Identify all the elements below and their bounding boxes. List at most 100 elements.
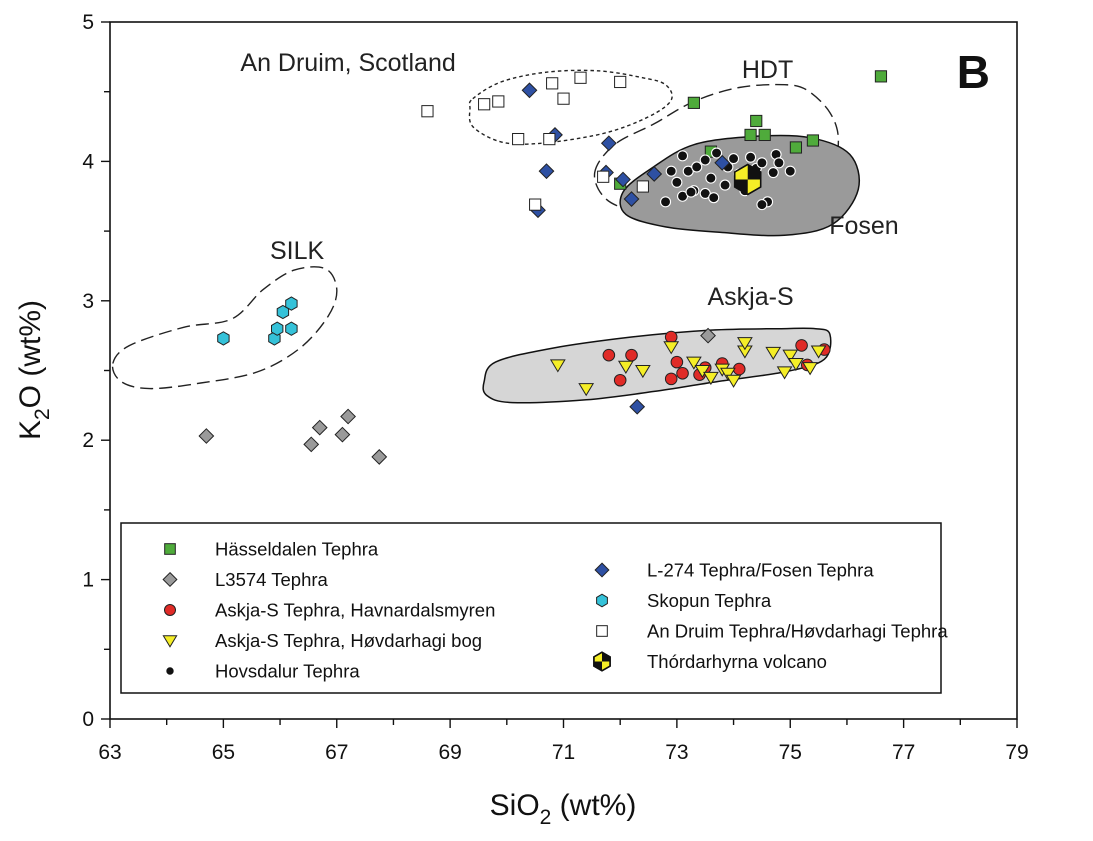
legend-marker-hovsdalur-tephra	[165, 666, 175, 676]
an-druim-tephra-hovdarhagi-tephra-point-7	[546, 77, 559, 90]
legend-marker-askja-s-tephra-hovdarhagi-bog	[162, 635, 178, 648]
legend: Hässeldalen Tephra L3574 Tephra Askja-S Te…	[120, 522, 948, 694]
y-axis-title-rest: O (wt%)	[14, 300, 47, 408]
askja-s-tephra-havnardalsmyren-point-12	[795, 339, 808, 352]
l-274-tephra-fosen-tephra-point-9	[646, 166, 663, 182]
annotations: An Druim, Scotland HDT SILK Fosen Askja-S	[240, 49, 898, 311]
annotation-hdt: HDT	[742, 56, 793, 84]
legend-label-l3574-tephra: L3574 Tephra	[215, 569, 329, 590]
askja-s-tephra-hovdarhagi-bog-point-18	[802, 362, 818, 376]
legend-label-skopun-tephra: Skopun Tephra	[647, 590, 772, 611]
legend-label-an-druim-tephra-hovdarhagi-tephra: An Druim Tephra/Høvdarhagi Tephra	[647, 621, 948, 642]
legend-box	[120, 522, 942, 694]
y-axis-title: K2O (wt%)	[14, 300, 54, 440]
hovsdalur-tephra-point-28	[685, 186, 697, 198]
panel-label: B	[957, 46, 990, 98]
hovsdalur-tephra-point-8	[691, 161, 703, 173]
hovsdalur-tephra-point-2	[665, 165, 677, 177]
hovsdalur-tephra-point-16	[728, 153, 740, 165]
hovsdalur-tephra-point-25	[773, 157, 785, 169]
askja-s-tephra-hovdarhagi-bog-point-13	[737, 337, 753, 351]
hasseldalen-tephra-point-2	[687, 96, 700, 109]
annotation-an-druim: An Druim, Scotland	[240, 49, 455, 77]
l-274-tephra-fosen-tephra-point-1	[521, 82, 538, 99]
askja-s-tephra-hovdarhagi-bog-point-17	[788, 357, 804, 372]
series-hovsdalur-tephra	[659, 147, 796, 211]
data-points	[198, 70, 888, 465]
an-druim-tephra-hovdarhagi-tephra-point-3	[492, 95, 505, 108]
l-274-tephra-fosen-tephra-point-10	[714, 154, 731, 171]
hovsdalur-tephra-point-3	[671, 176, 683, 188]
x-axis-title-rest: (wt%)	[551, 789, 636, 822]
series-askja-s-tephra-hovdarhagi-bog	[549, 337, 827, 397]
hovsdalur-tephra-point-21	[756, 157, 768, 169]
askja-s-tephra-hovdarhagi-bog-point-15	[776, 366, 793, 380]
an-druim-tephra-hovdarhagi-tephra-point-11	[614, 75, 627, 89]
y-tick-label: 3	[82, 290, 94, 313]
askja-s-tephra-hovdarhagi-bog-point-4	[634, 364, 651, 379]
silk-envelope-region	[111, 266, 338, 390]
x-tick-label: 69	[438, 741, 461, 764]
askja-s-tephra-havnardalsmyren-point-3	[625, 348, 638, 362]
x-tick-label: 67	[325, 741, 348, 764]
x-tick-label: 63	[98, 741, 121, 764]
askja-s-tephra-havnardalsmyren-point-4	[664, 330, 678, 344]
y-tick-label: 0	[82, 708, 94, 731]
an-druim-tephra-hovdarhagi-tephra-point-10	[597, 170, 610, 183]
hovsdalur-tephra-point-11	[705, 172, 717, 184]
x-tick-label: 71	[552, 741, 575, 764]
hovsdalur-tephra-point-19	[745, 151, 757, 163]
hasseldalen-tephra-point-6	[758, 128, 771, 142]
legend-label-l-274-tephra-fosen-tephra: L-274 Tephra/Fosen Tephra	[647, 560, 874, 581]
series-l-274-tephra-fosen-tephra	[521, 82, 731, 415]
axes: 63 65 67 69 71 73 75 77 79 0 1 2 3 4 5	[82, 11, 1028, 764]
annotation-fosen: Fosen	[829, 212, 898, 240]
an-druim-tephra-hovdarhagi-tephra-point-9	[574, 71, 587, 84]
skopun-tephra-point-3	[271, 321, 284, 336]
askja-s-tephra-havnardalsmyren-point-6	[670, 355, 684, 369]
an-druim-envelope-region	[468, 69, 673, 145]
y-axis-title-main: K	[14, 420, 47, 440]
skopun-tephra-point-6	[285, 321, 298, 336]
hasseldalen-tephra-point-9	[874, 70, 888, 83]
l-274-tephra-fosen-tephra-point-11	[629, 398, 646, 415]
l-274-tephra-fosen-tephra-point-3	[538, 163, 555, 180]
legend-label-hasseldalen-tephra: Hässeldalen Tephra	[215, 539, 379, 560]
askja-s-tephra-hovdarhagi-bog-point-19	[810, 345, 827, 359]
hovsdalur-tephra-point-23	[767, 167, 779, 179]
annotation-silk: SILK	[270, 237, 325, 265]
hasseldalen-tephra-point-4	[744, 128, 757, 142]
askja-s-tephra-havnardalsmyren-point-11	[732, 362, 746, 376]
askja-s-tephra-hovdarhagi-bog-point-8	[703, 371, 719, 386]
an-druim-tephra-hovdarhagi-tephra-point-6	[543, 132, 556, 146]
askja-s-tephra-havnardalsmyren-point-1	[602, 348, 616, 362]
legend-label-hovsdalur-tephra: Hovsdalur Tephra	[215, 661, 360, 682]
thordarhyrna-volcano-point-1	[733, 163, 762, 196]
x-tick-label: 73	[665, 741, 688, 764]
askja-s-tephra-havnardalsmyren-point-7	[676, 366, 689, 380]
l3574-tephra-point-6	[371, 449, 388, 465]
askja-s-tephra-hovdarhagi-bog-point-7	[694, 364, 711, 379]
y-tick-label: 4	[82, 150, 94, 173]
legend-marker-thordarhyrna-volcano	[593, 651, 611, 672]
series-hasseldalen-tephra	[614, 70, 888, 190]
y-axis-title-subscript: 2	[31, 408, 54, 420]
y-tick-label: 5	[82, 11, 94, 34]
l-274-tephra-fosen-tephra-point-8	[623, 191, 640, 207]
hovsdalur-tephra-point-26	[784, 165, 796, 177]
y-tick-label: 1	[82, 569, 94, 592]
x-axis-title-main: SiO	[490, 789, 540, 822]
l-274-tephra-fosen-tephra-point-7	[615, 171, 631, 188]
askja-s-tephra-hovdarhagi-bog-point-5	[663, 341, 680, 355]
legend-label-askja-s-tephra-havnardalsmyren: Askja-S Tephra, Havnardalsmyren	[215, 600, 495, 621]
legend-marker-an-druim-tephra-hovdarhagi-tephra	[596, 625, 608, 637]
legend-marker-skopun-tephra	[596, 593, 608, 608]
series-an-druim-tephra-hovdarhagi-tephra	[421, 71, 649, 211]
l3574-tephra-point-4	[334, 426, 351, 443]
x-tick-label: 77	[892, 741, 915, 764]
an-druim-tephra-hovdarhagi-tephra-point-12	[636, 180, 649, 193]
x-tick-label: 65	[212, 741, 235, 764]
askja-s-tephra-hovdarhagi-bog-point-14	[765, 346, 782, 361]
askja-s-tephra-hovdarhagi-bog-point-6	[685, 356, 702, 370]
